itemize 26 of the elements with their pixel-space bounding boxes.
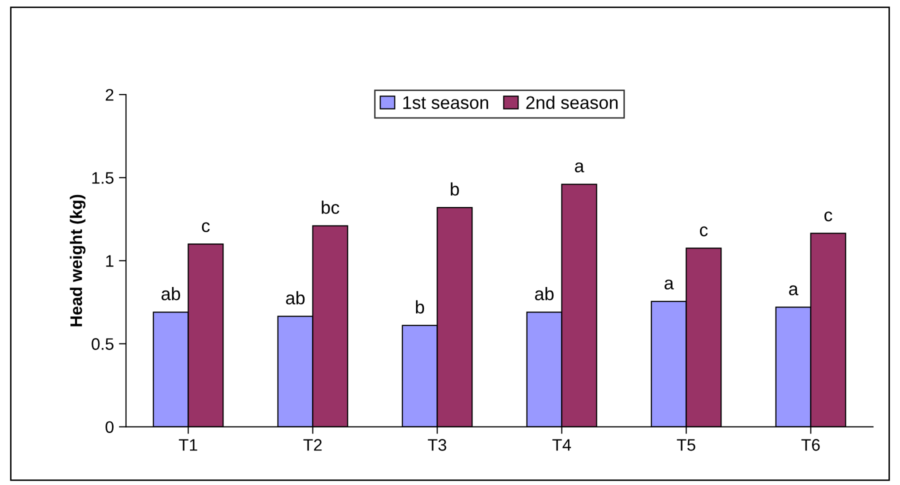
data-label: bc: [322, 200, 340, 214]
y-tick-label: 1: [106, 255, 114, 267]
legend-label: 1st season: [403, 96, 488, 109]
data-label: a: [574, 162, 584, 172]
data-label: ab: [286, 291, 305, 304]
y-tick-label: 2: [106, 88, 114, 101]
x-tick-label: T1: [178, 439, 198, 451]
x-tick-label: T4: [552, 439, 571, 451]
y-axis-title: Head weight (kg): [70, 194, 86, 326]
data-label: c: [202, 222, 210, 232]
data-label: ab: [535, 287, 554, 300]
data-label: a: [789, 285, 798, 296]
data-label: c: [700, 226, 708, 236]
y-tick-label: 1.5: [92, 172, 114, 184]
x-tick-label: T3: [428, 439, 446, 451]
x-tick-label: T2: [303, 439, 322, 451]
data-label: c: [824, 211, 832, 222]
data-label: b: [416, 300, 424, 314]
x-tick-label: T5: [676, 439, 696, 451]
x-tick-label: T6: [801, 439, 820, 451]
y-tick-label: 0.5: [92, 338, 114, 350]
legend-label: 2nd season: [526, 96, 618, 109]
data-label: b: [450, 182, 459, 196]
data-label: ab: [162, 287, 180, 300]
data-label: a: [664, 280, 674, 290]
y-tick-label: 0: [106, 421, 114, 434]
